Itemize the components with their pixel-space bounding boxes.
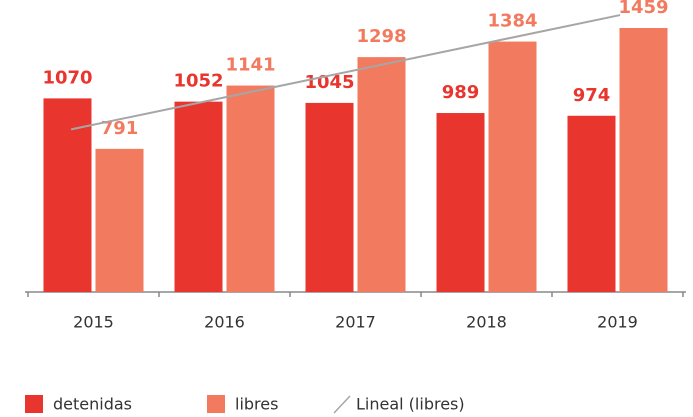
data-label: 989	[442, 82, 480, 103]
legend-swatch	[333, 395, 351, 414]
legend-swatch	[25, 395, 43, 413]
bar	[174, 101, 223, 292]
data-label: 1459	[618, 0, 668, 18]
x-tick-label: 2018	[466, 313, 507, 332]
data-label: 1384	[487, 11, 537, 32]
data-label: 791	[101, 118, 139, 139]
bar	[305, 102, 354, 292]
data-label: 1298	[356, 26, 406, 47]
x-tick-label: 2019	[597, 313, 638, 332]
legend-swatch	[207, 395, 225, 413]
trendline	[70, 14, 621, 131]
data-label: 1052	[173, 71, 223, 92]
data-label: 1141	[225, 55, 275, 76]
bar	[567, 115, 616, 293]
x-tick-label: 2016	[204, 313, 245, 332]
x-tick-label: 2017	[335, 313, 376, 332]
bar	[619, 28, 668, 292]
bar	[43, 98, 92, 292]
bar	[488, 41, 537, 292]
data-label: 1070	[42, 67, 92, 88]
bar	[226, 85, 275, 293]
legend-label: libres	[235, 395, 278, 414]
bar	[357, 57, 406, 293]
bar	[436, 113, 485, 292]
x-tick-label: 2015	[73, 313, 114, 332]
legend-label: Lineal (libres)	[356, 395, 465, 414]
legend-label: detenidas	[53, 395, 132, 414]
data-label: 974	[573, 85, 611, 106]
bar	[95, 148, 144, 292]
